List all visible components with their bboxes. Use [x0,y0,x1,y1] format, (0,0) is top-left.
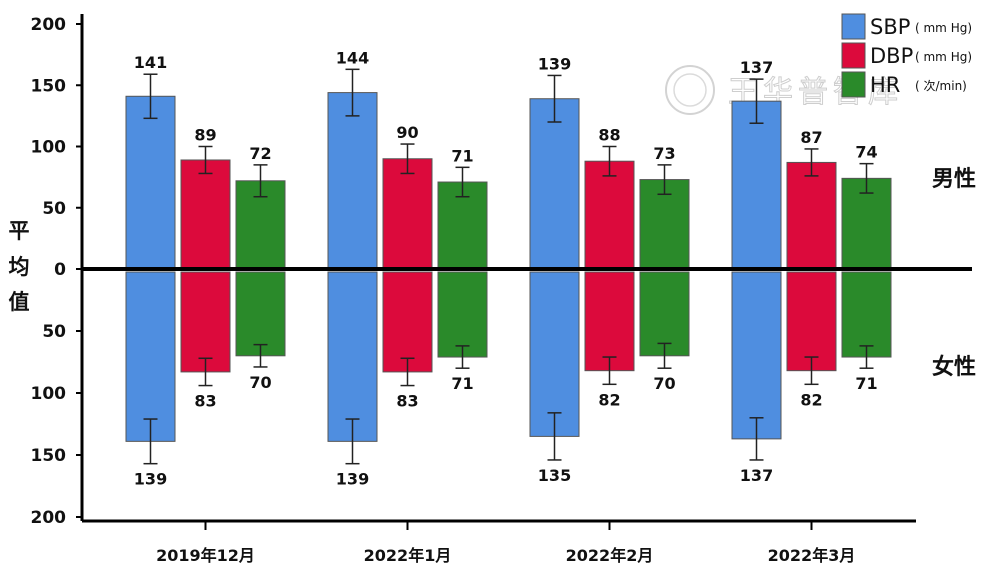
value-label-female: 139 [134,470,167,489]
value-label-male: 90 [396,123,418,142]
bar-male-sbp [731,100,782,270]
value-label-female: 71 [451,374,473,393]
male-side-label: 男性 [932,167,976,192]
legend-swatch-dbp [841,42,866,69]
bar-male-dbp [584,160,635,270]
y-tick-label: 50 [42,322,66,342]
bar-female-dbp [382,271,433,373]
bar-female-dbp [786,271,837,372]
bar-female-dbp [584,271,635,372]
bar-female-sbp [327,271,378,442]
value-label-male: 71 [451,146,473,165]
value-label-female: 139 [336,470,369,489]
bar-male-hr [437,181,488,270]
value-label-female: 71 [855,374,877,393]
value-label-male: 144 [336,48,369,67]
y-tick-label: 0 [54,260,66,280]
legend-unit-sbp: ( mm Hg) [915,21,972,35]
y-tick-label: 100 [31,138,67,158]
value-label-male: 87 [800,128,822,147]
bar-female-sbp [125,271,176,442]
bar-male-hr [639,179,690,270]
y-tick-label: 200 [31,508,67,528]
value-label-male: 141 [134,53,167,72]
bar-female-sbp [731,271,782,440]
bar-female-hr [437,271,488,358]
y-axis-label-char-1: 平 [9,219,30,243]
x-category-label: 2022年3月 [768,546,856,565]
value-label-male: 89 [194,126,216,145]
value-label-female: 70 [653,374,675,393]
y-tick-label: 100 [31,384,67,404]
value-label-female: 82 [598,390,620,409]
value-label-female: 135 [538,466,571,485]
value-label-male: 137 [740,58,773,77]
legend-label-dbp: DBP [870,44,913,68]
bar-male-dbp [786,161,837,270]
value-label-female: 137 [740,466,773,485]
y-tick-label: 150 [31,446,67,466]
bar-female-dbp [180,271,231,373]
svg-text:普: 普 [798,75,828,110]
y-ticks: 200 150 100 50 0 50 100 150 200 [31,15,82,528]
value-label-female: 82 [800,390,822,409]
bars [125,92,892,442]
x-category-label: 2022年1月 [364,546,452,565]
bar-male-dbp [382,158,433,270]
legend-unit-hr: ( 次/min) [915,79,967,93]
value-label-female: 83 [396,392,418,411]
bar-male-sbp [529,98,580,270]
value-label-male: 88 [598,126,620,145]
x-category-label: 2019年12月 [156,546,255,565]
legend-unit-dbp: ( mm Hg) [915,50,972,64]
bar-male-sbp [327,92,378,270]
x-category-label: 2022年2月 [566,546,654,565]
bar-male-dbp [180,159,231,270]
legend-swatch-hr [841,71,866,98]
bar-female-sbp [529,271,580,437]
value-label-male: 139 [538,54,571,73]
svg-text:库: 库 [868,75,898,110]
legend-swatch-sbp [841,13,866,40]
value-label-male: 73 [653,144,675,163]
y-tick-label: 150 [31,76,67,96]
value-label-female: 83 [194,392,216,411]
y-axis-label-char-2: 均 [9,255,30,279]
value-label-male: 72 [249,144,271,163]
bar-female-hr [235,271,286,357]
x-ticks: 2019年12月 2022年1月 2022年2月 2022年3月 [156,521,855,565]
legend: SBP ( mm Hg)DBP( mm Hg) HR ( 次/min) [841,13,972,98]
legend-label-hr: HR [870,73,900,97]
y-tick-label: 200 [31,15,67,35]
value-label-female: 70 [249,373,271,392]
female-side-label: 女性 [932,354,976,380]
y-tick-label: 50 [42,199,66,219]
value-label-male: 74 [855,143,877,162]
bar-female-hr [841,271,892,358]
legend-label-sbp: SBP [870,15,910,39]
bar-male-sbp [125,95,176,270]
y-axis-label-char-3: 值 [9,290,30,314]
error-bars [143,68,874,465]
value-labels: 141 139 89 83 72 70 144 139 90 83 71 71 139 135 88 82 73… [134,48,878,488]
